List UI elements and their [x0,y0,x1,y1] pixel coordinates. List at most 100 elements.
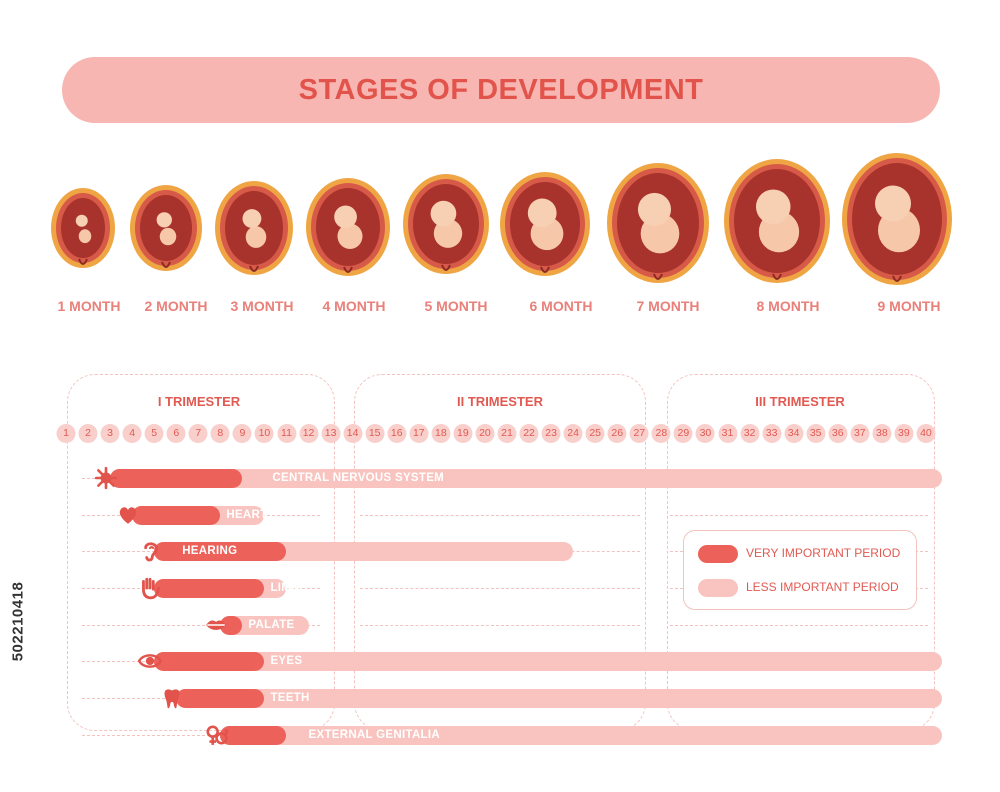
system-label-1: CENTRAL NERVOUS SYSTEM [272,471,445,484]
week-14: 14 [343,424,363,443]
week-32: 32 [740,424,760,443]
fetus-month-1 [51,188,115,268]
trimester-label-1: I TRIMESTER [157,394,241,409]
week-16: 16 [387,424,407,443]
month-label-8: 8 MONTH [756,298,820,314]
bar-very-important-4 [154,578,265,598]
fetus-month-2 [130,185,202,271]
system-label-8: EXTERNAL GENITALIA [308,728,440,741]
fetus-month-6 [500,172,590,276]
legend-less-important: LESS IMPORTANT PERIOD [746,580,899,594]
bar-very-important-1 [110,468,243,488]
week-22: 22 [519,424,539,443]
neuron-icon [94,466,118,490]
ear-icon [144,542,159,562]
month-label-4: 4 MONTH [322,298,386,314]
system-label-6: EYES [270,654,303,667]
bar-very-important-7 [176,688,265,708]
week-26: 26 [607,424,627,443]
month-label-6: 6 MONTH [529,298,593,314]
hand-icon [142,577,161,600]
week-18: 18 [431,424,451,443]
system-label-4: LIMBS [270,581,308,594]
week-33: 33 [762,424,782,443]
fetus-month-9 [842,153,952,285]
week-30: 30 [695,424,715,443]
month-label-9: 9 MONTH [877,298,941,314]
week-31: 31 [718,424,737,443]
week-39: 39 [894,424,914,443]
fetus-month-3 [215,181,293,275]
row-guide-8-1 [82,735,320,736]
system-label-2: HEART [226,508,268,521]
legend: VERY IMPORTANT PERIOD LESS IMPORTANT PER… [683,530,917,610]
week-38: 38 [872,424,892,443]
fetus-illustrations [51,153,952,285]
lips-icon [206,620,227,630]
week-6: 6 [166,424,186,443]
week-37: 37 [850,424,870,443]
row-guide-4-2 [360,588,640,589]
bar-less-important-8 [220,725,942,745]
week-23: 23 [541,424,561,443]
fetus-month-8 [724,159,830,283]
bar-less-important-7 [176,688,942,708]
title-banner: STAGES OF DEVELOPMENT [62,57,940,123]
bar-very-important-8 [220,725,287,745]
week-35: 35 [806,424,826,443]
week-19: 19 [453,424,473,443]
row-guide-2-2 [360,515,640,516]
stock-id-text: 502210418 [9,581,27,661]
week-1: 1 [56,424,76,443]
week-11: 11 [277,424,296,443]
bar-less-important-5 [220,615,309,635]
row-guide-2-3 [670,515,928,516]
week-36: 36 [828,424,848,443]
week-4: 4 [122,424,142,443]
week-40: 40 [916,424,936,443]
stock-id: 502210418 [8,556,28,686]
bar-very-important-2 [132,505,221,525]
legend-swatch-less-important [698,579,738,597]
week-15: 15 [365,424,385,443]
week-2: 2 [78,424,98,443]
week-3: 3 [100,424,120,443]
row-guide-5-3 [670,625,928,626]
row-guide-5-1 [82,625,320,626]
bar-less-important-6 [154,651,942,671]
week-28: 28 [651,424,671,443]
week-34: 34 [784,424,804,443]
month-label-3: 3 MONTH [230,298,294,314]
eye-icon [138,654,163,668]
week-13: 13 [321,424,341,443]
week-10: 10 [254,424,274,443]
week-21: 21 [497,424,517,443]
legend-very-important: VERY IMPORTANT PERIOD [746,546,901,560]
month-label-1: 1 MONTH [57,298,121,314]
week-24: 24 [563,424,583,443]
system-label-3: HEARING [182,544,238,557]
system-label-5: PALATE [248,618,295,631]
bar-very-important-6 [154,651,265,671]
fetus-month-5 [403,174,489,274]
trimester-label-2: II TRIMESTER [457,394,543,409]
fetus-month-4 [306,178,390,276]
week-7: 7 [188,424,208,443]
week-17: 17 [409,424,429,443]
page-title: STAGES OF DEVELOPMENT [298,73,704,106]
week-12: 12 [299,424,319,443]
bar-very-important-3 [154,541,287,561]
week-25: 25 [585,424,605,443]
tooth-icon [164,689,180,709]
trimester-label-3: III TRIMESTER [755,394,845,409]
legend-swatch-very-important [698,545,738,563]
bar-less-important-1 [110,468,942,488]
week-8: 8 [210,424,230,443]
fetus-month-7 [607,163,709,283]
gender-icon [206,725,229,745]
month-label-2: 2 MONTH [144,298,208,314]
week-9: 9 [232,424,252,443]
week-27: 27 [629,424,649,443]
bar-very-important-5 [220,615,243,635]
month-label-7: 7 MONTH [636,298,700,314]
